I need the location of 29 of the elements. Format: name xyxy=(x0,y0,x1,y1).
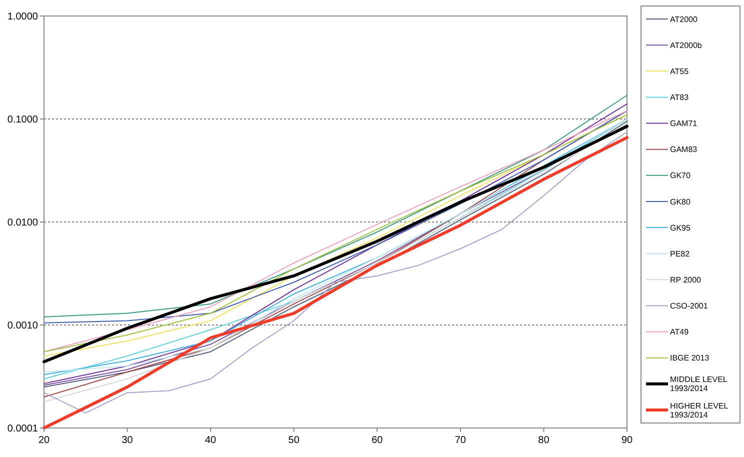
legend-label: GAM71 xyxy=(670,119,698,128)
legend-label: AT83 xyxy=(670,93,690,102)
legend-label: GK80 xyxy=(670,197,692,206)
legend-label: AT2000 xyxy=(670,14,698,24)
legend-label: HIGHER LEVEL 1993/2014 xyxy=(670,401,729,420)
legend-label: PE82 xyxy=(670,249,690,258)
y-tick-label: 0.0100 xyxy=(7,218,38,228)
legend-label: AT55 xyxy=(670,66,690,76)
legend-label: RP 2000 xyxy=(670,275,702,284)
y-tick-label: 0.0001 xyxy=(7,424,38,434)
legend-label: GK95 xyxy=(670,223,692,232)
y-tick-label: 1.0000 xyxy=(7,12,38,22)
x-tick-label: 70 xyxy=(454,435,466,446)
legend-label: AT2000b xyxy=(670,40,702,50)
legend-label: GAM83 xyxy=(670,145,698,154)
y-tick-label: 0.0010 xyxy=(7,320,38,332)
x-tick-label: 90 xyxy=(621,435,633,446)
x-tick-label: 60 xyxy=(372,435,384,446)
legend-label: CSO-2001 xyxy=(670,302,708,311)
x-tick-label: 30 xyxy=(122,435,134,446)
x-tick-label: 50 xyxy=(288,435,300,446)
legend-label: GK70 xyxy=(670,171,692,180)
legend-label: MIDDLE LEVEL 1993/2014 xyxy=(670,375,728,394)
x-tick-label: 80 xyxy=(538,435,550,446)
y-tick-label: 0.1000 xyxy=(7,114,38,126)
x-tick-label: 40 xyxy=(205,435,217,446)
legend-label: IBGE 2013 xyxy=(670,354,710,363)
legend-label: AT49 xyxy=(670,328,690,337)
x-tick-label: 20 xyxy=(38,435,50,446)
